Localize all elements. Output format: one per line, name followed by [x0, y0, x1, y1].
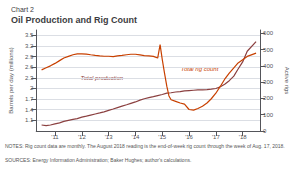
- svg-text:'18: '18: [239, 134, 247, 140]
- svg-text:500: 500: [263, 47, 274, 53]
- svg-text:1.1: 1.1: [25, 117, 34, 123]
- svg-text:2: 2: [30, 85, 34, 91]
- svg-text:2.9: 2.9: [25, 54, 34, 60]
- svg-text:300: 300: [263, 79, 274, 85]
- svg-text:0: 0: [263, 128, 267, 134]
- svg-text:Chart 2: Chart 2: [11, 6, 34, 13]
- svg-text:2.3: 2.3: [25, 75, 34, 81]
- svg-text:3.5: 3.5: [25, 32, 34, 38]
- svg-text:400: 400: [263, 63, 274, 69]
- svg-text:'13: '13: [105, 134, 113, 140]
- svg-text:Total rig count: Total rig count: [180, 66, 219, 73]
- svg-text:'17: '17: [212, 134, 220, 140]
- svg-text:'11: '11: [51, 134, 59, 140]
- svg-text:Barrels per day (millions): Barrels per day (millions): [8, 47, 14, 113]
- svg-text:2.6: 2.6: [25, 64, 34, 70]
- svg-text:'12: '12: [78, 134, 86, 140]
- svg-text:'14: '14: [132, 134, 140, 140]
- svg-text:Oil Production and Rig Count: Oil Production and Rig Count: [11, 15, 137, 25]
- svg-text:'16: '16: [185, 134, 193, 140]
- svg-text:1.4: 1.4: [25, 107, 34, 113]
- svg-text:SOURCES: Energy Information Ad: SOURCES: Energy Information Administrati…: [5, 157, 191, 163]
- svg-text:Total production: Total production: [81, 75, 124, 81]
- svg-text:NOTES: Rig count data are mont: NOTES: Rig count data are monthly. The A…: [5, 143, 285, 149]
- svg-text:3.2: 3.2: [25, 43, 34, 49]
- svg-text:'15: '15: [158, 134, 166, 140]
- svg-text:600: 600: [263, 30, 274, 36]
- svg-text:200: 200: [263, 95, 274, 101]
- svg-text:Active rigs: Active rigs: [284, 67, 290, 95]
- svg-text:1.7: 1.7: [25, 96, 34, 102]
- svg-text:100: 100: [263, 112, 274, 118]
